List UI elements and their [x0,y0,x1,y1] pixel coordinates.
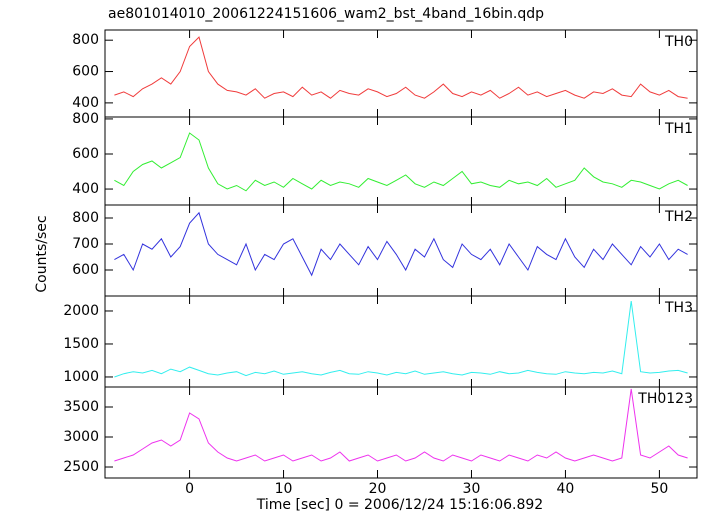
y-tick-label: 800 [72,210,99,226]
x-tick-label: 10 [275,481,293,497]
panel-label: TH0123 [637,391,693,407]
data-line [114,388,688,462]
panel-label: TH3 [664,300,693,316]
x-tick-label: 20 [369,481,387,497]
panel-label: TH0 [664,34,693,50]
y-tick-label: 2500 [63,459,99,475]
y-axis-label: Counts/sec [34,215,50,292]
y-tick-label: 800 [72,32,99,48]
y-tick-label: 1500 [63,336,99,352]
panel-frame [104,116,698,206]
chart-title: ae801014010_20061224151606_wam2_bst_4ban… [108,6,544,22]
data-line [114,211,688,277]
x-axis-label: Time [sec] 0 = 2006/12/24 15:16:06.892 [256,497,543,513]
data-line [114,132,688,192]
y-tick-label: 1000 [63,369,99,385]
y-tick-label: 600 [72,64,99,80]
panel-label: TH1 [664,121,693,137]
data-line [114,301,688,378]
y-tick-label: 2000 [63,303,99,319]
y-tick-label: 3500 [63,399,99,415]
x-tick-label: 40 [557,481,575,497]
y-tick-label: 400 [72,181,99,197]
panel-frame [104,29,698,118]
panel-label: TH2 [664,209,693,225]
y-tick-label: 400 [72,95,99,111]
y-tick-label: 600 [72,262,99,278]
y-tick-label: 800 [72,111,99,127]
y-tick-label: 600 [72,146,99,162]
y-tick-label: 700 [72,236,99,252]
panel-frame [104,386,698,479]
x-tick-label: 30 [463,481,481,497]
x-tick-label: 0 [185,481,194,497]
x-tick-label: 50 [650,481,668,497]
y-tick-label: 3000 [63,429,99,445]
data-line [114,36,688,99]
